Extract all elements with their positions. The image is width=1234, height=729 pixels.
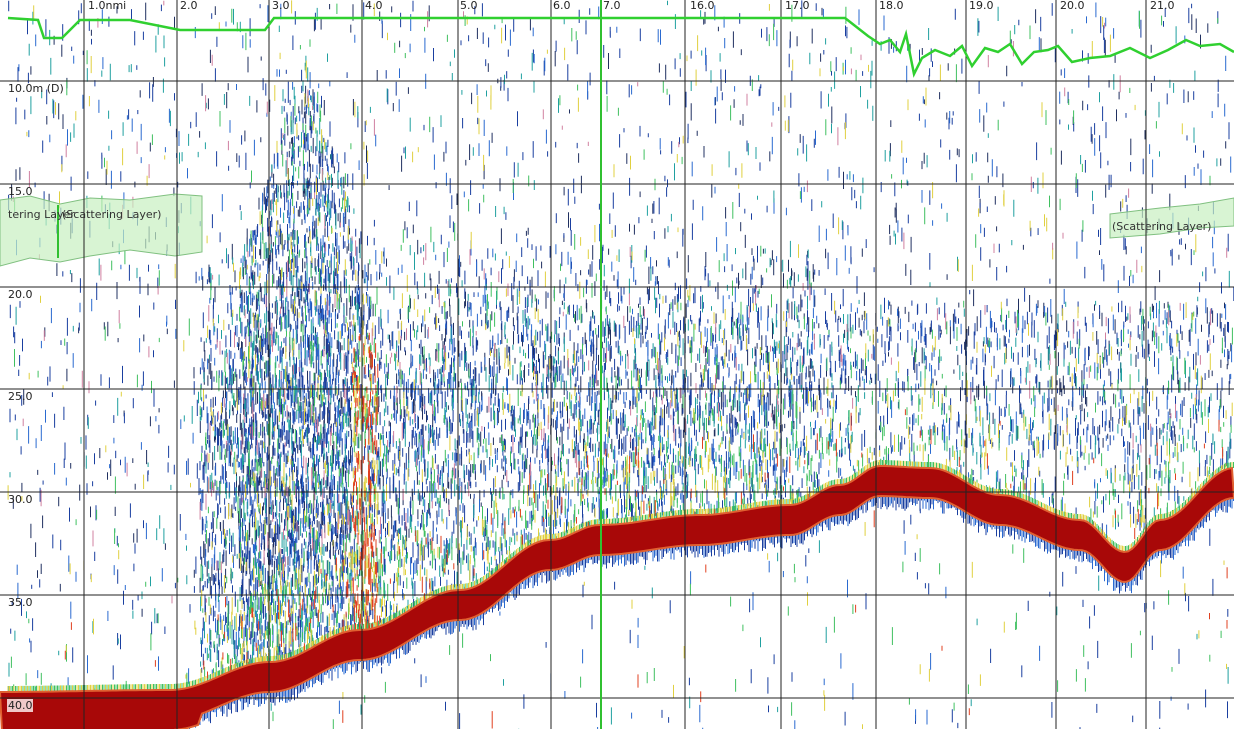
seabed-echo (0, 466, 1234, 729)
scattering-layer-region (0, 194, 202, 266)
depth-label: 30.0 (8, 493, 33, 506)
page: {"distance_labels":["1.0nmi","2.0","3.0"… (0, 0, 1234, 729)
distance-label: 20.0 (1060, 0, 1085, 12)
distance-label: 3.0 (272, 0, 290, 12)
region-label: (Scattering Layer) (62, 208, 161, 221)
echo-stroke (8, 1, 1230, 729)
depth-label: 20.0 (8, 288, 33, 301)
distance-label: 4.0 (365, 0, 383, 12)
depth-label: 10.0m (D) (8, 82, 64, 95)
distance-label: 6.0 (553, 0, 571, 12)
distance-label: 5.0 (460, 0, 478, 12)
distance-label: 17.0 (785, 0, 810, 12)
echogram: 1.0nmi 2.0 3.0 4.0 5.0 6.0 7.0 16.0 17.0 18.0 19.0… (0, 0, 1234, 729)
grid (0, 0, 1234, 729)
distance-label: 7.0 (603, 0, 621, 12)
region-label: (Scattering Layer) (1112, 220, 1211, 233)
labels: 1.0nmi 2.0 3.0 4.0 5.0 6.0 7.0 16.0 17.0 18.0 19.0… (7, 0, 1211, 712)
echo-stroke (11, 4, 1234, 729)
distance-label: 2.0 (180, 0, 198, 12)
depth-label: 35.0 (8, 596, 33, 609)
depth-label: 40.0 (8, 699, 33, 712)
distance-label: 19.0 (969, 0, 994, 12)
echo-stroke (14, 3, 1234, 729)
depth-label: 25.0 (8, 390, 33, 403)
distance-label: 21.0 (1150, 0, 1175, 12)
surface-line (8, 18, 1234, 74)
distance-label: 1.0nmi (88, 0, 126, 12)
echo-returns (0, 0, 1234, 729)
distance-label: 18.0 (879, 0, 904, 12)
depth-label: 15.0 (8, 185, 33, 198)
distance-label: 16.0 (690, 0, 715, 12)
